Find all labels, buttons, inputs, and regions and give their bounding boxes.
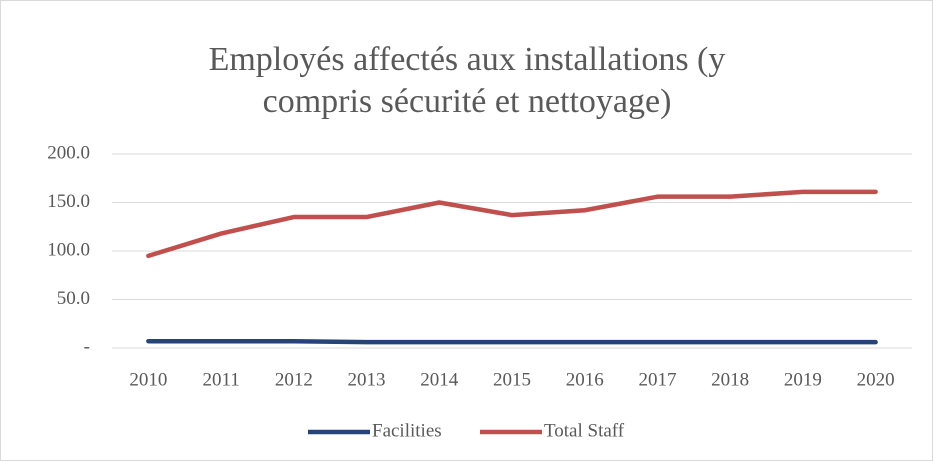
x-tick-label: 2020 bbox=[857, 369, 895, 390]
chart-title: compris sécurité et nettoyage) bbox=[263, 83, 672, 120]
legend-label: Facilities bbox=[372, 420, 442, 441]
x-tick-label: 2010 bbox=[129, 369, 167, 390]
series-line bbox=[146, 189, 878, 259]
x-tick-label: 2016 bbox=[566, 369, 604, 390]
legend-label: Total Staff bbox=[544, 420, 625, 441]
x-tick-label: 2018 bbox=[711, 369, 749, 390]
x-tick-label: 2011 bbox=[202, 369, 239, 390]
series-line bbox=[146, 338, 878, 345]
x-tick-label: 2012 bbox=[275, 369, 313, 390]
y-tick-label: 100.0 bbox=[47, 239, 90, 260]
y-tick-label: 150.0 bbox=[47, 191, 90, 212]
x-tick-label: 2019 bbox=[784, 369, 822, 390]
x-tick-label: 2014 bbox=[420, 369, 459, 390]
x-tick-label: 2013 bbox=[348, 369, 386, 390]
x-tick-label: 2015 bbox=[493, 369, 531, 390]
y-tick-label: - bbox=[84, 336, 90, 357]
y-tick-label: 50.0 bbox=[57, 288, 90, 309]
chart-title: Employés affectés aux installations (y bbox=[209, 41, 726, 78]
y-tick-label: 200.0 bbox=[47, 142, 90, 163]
x-tick-label: 2017 bbox=[638, 369, 676, 390]
